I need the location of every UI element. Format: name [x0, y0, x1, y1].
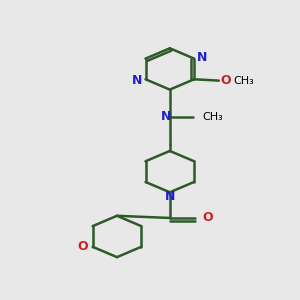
Text: O: O	[203, 212, 214, 224]
Text: CH₃: CH₃	[234, 76, 254, 85]
Text: N: N	[165, 190, 175, 203]
Text: N: N	[132, 74, 142, 87]
Text: N: N	[161, 110, 172, 123]
Text: O: O	[220, 74, 231, 87]
Text: O: O	[77, 240, 88, 253]
Text: CH₃: CH₃	[203, 112, 224, 122]
Text: N: N	[197, 51, 208, 64]
